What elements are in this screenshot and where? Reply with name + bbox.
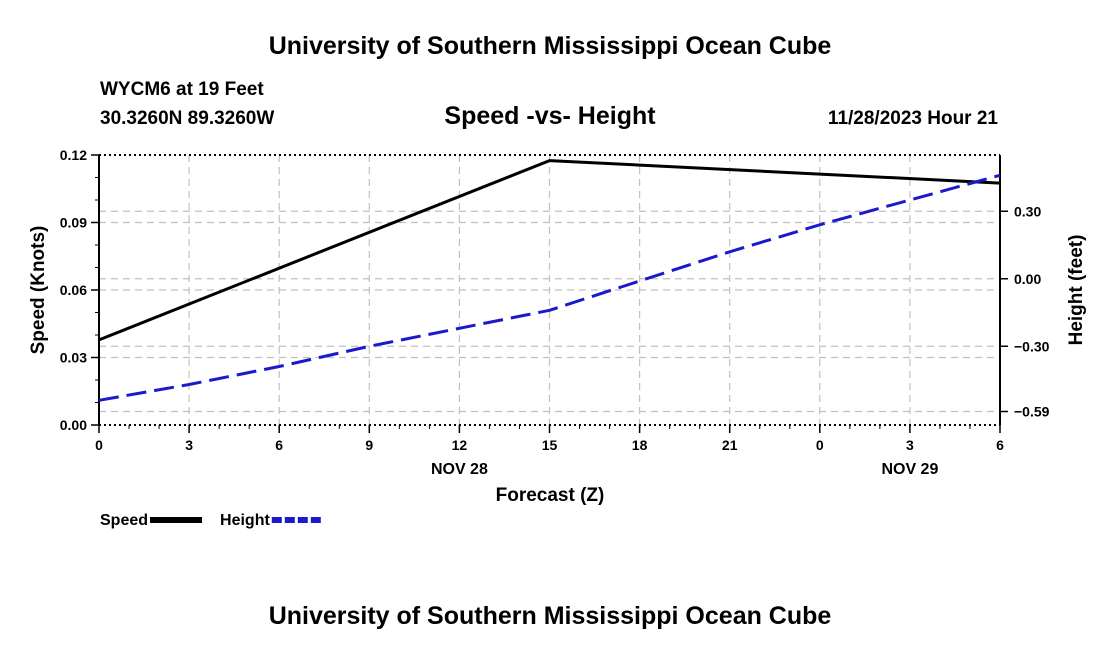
series-line-height (98, 173, 1001, 402)
station-label: WYCM6 at 19 Feet (100, 79, 264, 100)
series-line-speed (98, 159, 1001, 342)
y2-tick-label: −0.30 (1014, 338, 1050, 354)
y-tick-label: 0.09 (60, 215, 87, 231)
x-tick-label: 3 (906, 437, 914, 453)
x-tick-label: 6 (996, 437, 1004, 453)
forecast-datetime: 11/28/2023 Hour 21 (828, 108, 998, 129)
x-tick-label: 12 (452, 437, 468, 453)
y2-tick-label: −0.59 (1014, 404, 1050, 420)
y-axis-title: Speed (Knots) (28, 226, 49, 355)
y-tick-label: 0.06 (60, 282, 87, 298)
station-coords: 30.3260N 89.3260W (100, 108, 274, 129)
x-tick-label: 6 (275, 437, 283, 453)
axis-labels: 0.00 0.03 0.06 0.09 0.12 −0.59 −0.30 0.00 0.30 0 3… (28, 147, 1087, 506)
grid-lines (99, 155, 1000, 425)
date-label: NOV 29 (881, 461, 938, 478)
y2-axis-title: Height (feet) (1066, 235, 1087, 346)
legend: Speed Height (100, 512, 324, 529)
y2-tick-label: 0.00 (1014, 271, 1041, 287)
footer-title: University of Southern Mississippi Ocean… (269, 602, 832, 630)
x-tick-label: 15 (542, 437, 558, 453)
y-tick-label: 0.00 (60, 417, 87, 433)
x-tick-label: 3 (185, 437, 193, 453)
y-tick-label: 0.12 (60, 147, 87, 163)
y-tick-label: 0.03 (60, 350, 87, 366)
legend-label-speed: Speed (100, 512, 148, 529)
axes (91, 154, 1008, 433)
date-label: NOV 28 (431, 461, 488, 478)
x-tick-label: 0 (816, 437, 824, 453)
chart-title: Speed -vs- Height (444, 102, 656, 130)
legend-label-height: Height (220, 512, 270, 529)
page-title: University of Southern Mississippi Ocean… (269, 32, 832, 60)
x-tick-label: 21 (722, 437, 738, 453)
x-tick-label: 0 (95, 437, 103, 453)
series-lines (98, 159, 1001, 402)
y2-tick-label: 0.30 (1014, 203, 1041, 219)
x-tick-label: 9 (365, 437, 373, 453)
x-tick-label: 18 (632, 437, 648, 453)
x-axis-title: Forecast (Z) (496, 485, 605, 506)
